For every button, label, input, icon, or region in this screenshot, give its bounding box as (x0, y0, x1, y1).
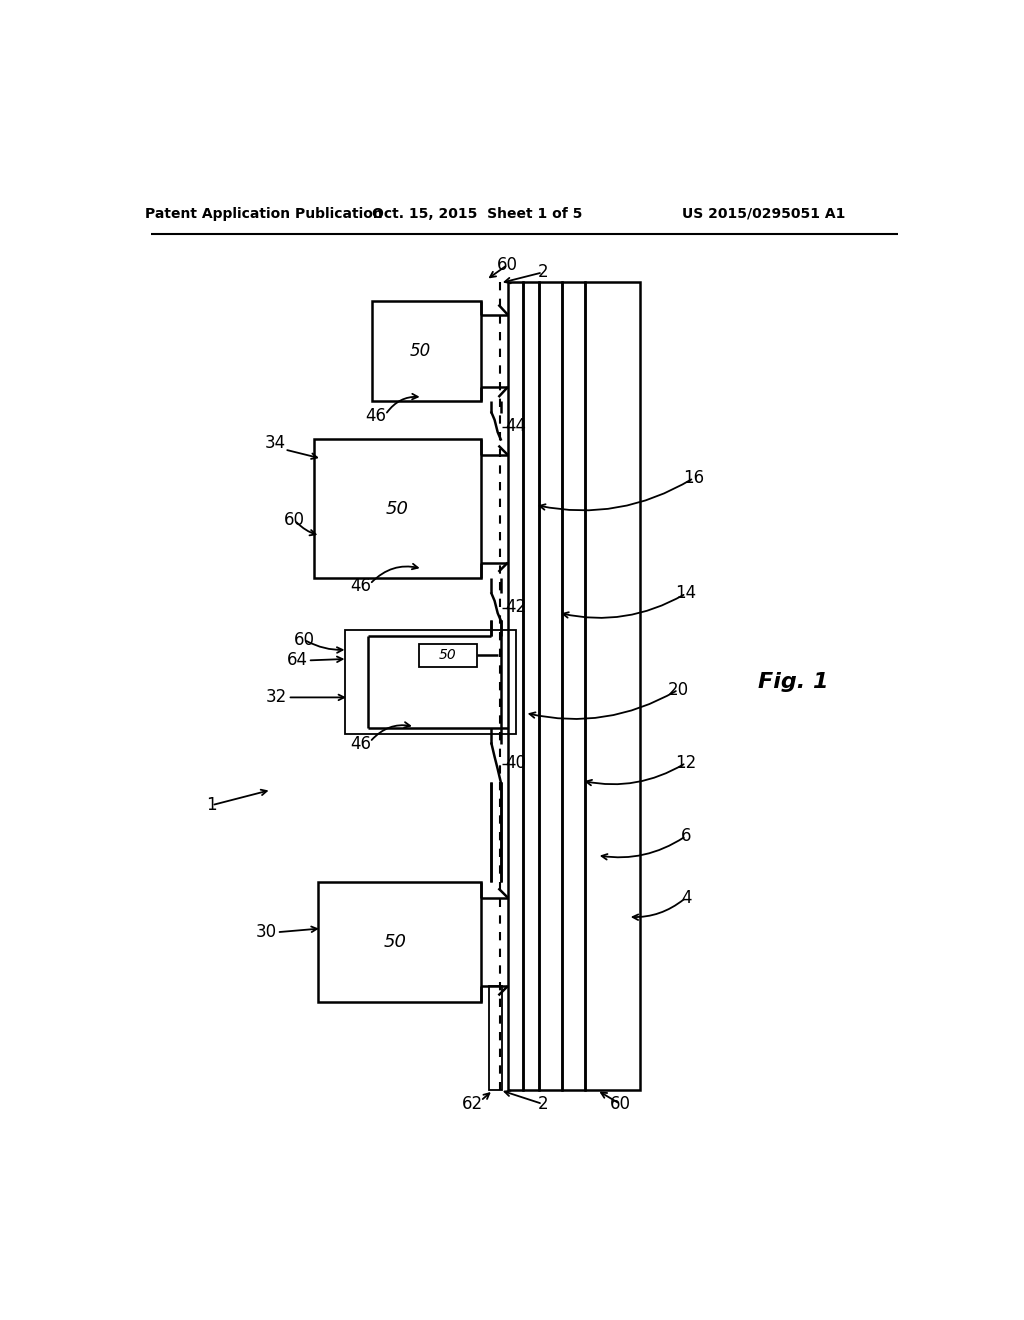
Bar (489, 986, 502, 1090)
Text: 6: 6 (681, 828, 691, 845)
Text: 32: 32 (266, 689, 288, 706)
Bar (317, 882, 480, 1002)
Text: 50: 50 (410, 342, 431, 360)
Bar (314, 440, 480, 578)
Bar (345, 630, 515, 734)
Text: 2: 2 (538, 1096, 548, 1113)
Text: 30: 30 (255, 923, 276, 941)
Text: 2: 2 (538, 264, 548, 281)
Text: US 2015/0295051 A1: US 2015/0295051 A1 (682, 207, 845, 220)
Text: 60: 60 (609, 1096, 631, 1113)
Text: Patent Application Publication: Patent Application Publication (144, 207, 383, 220)
Text: 46: 46 (366, 408, 386, 425)
Text: Oct. 15, 2015  Sheet 1 of 5: Oct. 15, 2015 Sheet 1 of 5 (372, 207, 582, 220)
Text: 12: 12 (676, 754, 696, 772)
Bar (562, 281, 586, 1090)
Bar (586, 281, 640, 1090)
Text: 46: 46 (350, 577, 371, 595)
Bar (508, 281, 523, 1090)
Text: 16: 16 (683, 469, 705, 487)
Text: 60: 60 (284, 511, 305, 529)
Text: 64: 64 (287, 652, 307, 669)
Text: 34: 34 (264, 434, 286, 453)
Bar (419, 644, 477, 667)
Bar (372, 301, 480, 401)
Text: 50: 50 (384, 933, 407, 950)
Text: 44: 44 (505, 417, 526, 436)
Text: 42: 42 (505, 598, 526, 616)
Text: 60: 60 (498, 256, 518, 273)
Bar (539, 281, 562, 1090)
Text: 46: 46 (350, 735, 371, 752)
Text: 14: 14 (676, 585, 696, 602)
Bar (523, 281, 539, 1090)
Text: 50: 50 (386, 500, 409, 517)
Text: 20: 20 (668, 681, 689, 698)
Text: 50: 50 (439, 648, 457, 663)
Text: 4: 4 (681, 888, 691, 907)
Text: 62: 62 (462, 1096, 483, 1113)
Text: 1: 1 (207, 796, 217, 814)
Text: 60: 60 (294, 631, 314, 648)
Text: Fig. 1: Fig. 1 (758, 672, 828, 692)
Text: 40: 40 (505, 754, 526, 772)
